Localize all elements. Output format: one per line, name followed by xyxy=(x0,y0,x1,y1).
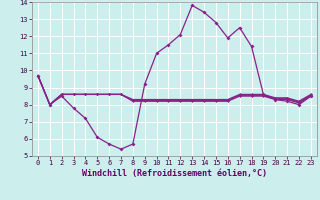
X-axis label: Windchill (Refroidissement éolien,°C): Windchill (Refroidissement éolien,°C) xyxy=(82,169,267,178)
